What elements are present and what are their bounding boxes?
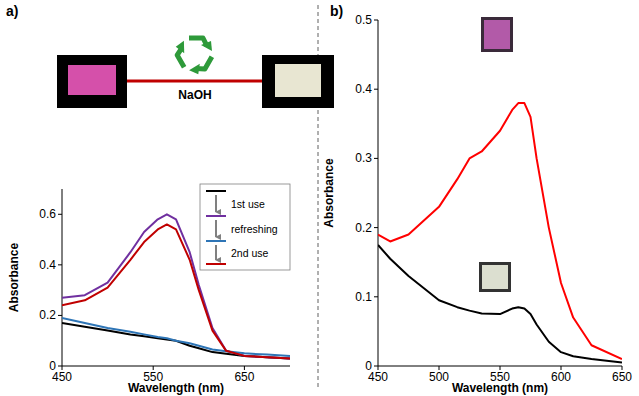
y-tick (374, 158, 378, 159)
y-axis-label: Absorbance (7, 243, 21, 313)
x-tick-label: 450 (52, 370, 72, 384)
panel-a-photos: NaOH (57, 32, 334, 108)
x-tick-label: 600 (551, 370, 571, 384)
legend-frame (200, 184, 290, 270)
panel-label: b) (330, 3, 343, 19)
legend-swatch (206, 263, 226, 265)
plot-lines (378, 103, 622, 363)
photo-before (57, 55, 127, 108)
legend-arrow (215, 195, 217, 212)
icon-bg (173, 32, 217, 76)
y-tick-label: 0.4 (39, 258, 56, 272)
arrow-head (189, 61, 203, 76)
recycle-arrow (189, 50, 212, 76)
y-axis-line (62, 189, 63, 366)
series-line (378, 245, 622, 363)
y-tick-label: 0.2 (39, 308, 56, 322)
arrow-head (175, 41, 189, 56)
reagent-label: NaOH (178, 88, 211, 102)
white-paper (275, 64, 321, 97)
y-tick (374, 227, 378, 228)
recycle-arrow (189, 38, 212, 51)
x-axis-line (62, 366, 290, 367)
x-axis-label: Wavelength (nm) (128, 381, 224, 395)
white-paper (482, 265, 508, 289)
y-axis-line (378, 20, 379, 366)
legend: 1st use refreshing 2nd use (200, 184, 290, 270)
y-tick (374, 89, 378, 90)
panel-0: 00.20.40.6450550650Wavelength (nm)Absorb… (6, 3, 290, 395)
series-line (378, 103, 622, 359)
y-tick-label: 0.4 (355, 82, 372, 96)
legend-swatch (206, 190, 226, 192)
y-tick (58, 366, 62, 367)
x-tick-label: 650 (612, 370, 632, 384)
legend-swatch (206, 215, 226, 217)
photo-after (262, 55, 334, 108)
y-tick-label: 0.1 (355, 290, 372, 304)
pink-paper (68, 65, 116, 95)
x-tick-label: 450 (368, 370, 388, 384)
y-tick (374, 366, 378, 367)
y-tick-label: 0.5 (355, 13, 372, 27)
figure: 00.20.40.6450550650Wavelength (nm)Absorb… (0, 0, 639, 396)
connector (126, 80, 264, 83)
series-line (62, 318, 290, 356)
legend-swatch (206, 240, 226, 242)
y-tick-label: 0.2 (355, 221, 372, 235)
y-axis-label: Absorbance (322, 158, 336, 228)
y-tick-label: 0.3 (355, 151, 372, 165)
arrow-head (201, 41, 212, 51)
y-tick (58, 214, 62, 215)
y-tick (374, 296, 378, 297)
y-tick (58, 315, 62, 316)
y-tick (374, 20, 378, 21)
inset-after (479, 262, 511, 292)
x-axis-label: Wavelength (nm) (452, 381, 548, 395)
panel-b-photos (479, 17, 513, 292)
legend-step-label: 2nd use (231, 247, 269, 259)
y-tick (58, 264, 62, 265)
x-tick-label: 500 (429, 370, 449, 384)
legend-arrow (215, 220, 217, 237)
recycle-arrow (173, 41, 196, 67)
recycle-icon (173, 32, 217, 77)
legend-step-label: 1st use (231, 198, 265, 210)
legend-arrow (215, 245, 217, 260)
inset-before (481, 17, 513, 52)
pink-paper (484, 20, 510, 49)
panel-label: a) (6, 3, 18, 19)
panel-1: 00.10.20.30.40.5450500550600650Wavelengt… (322, 3, 632, 395)
y-tick-label: 0.6 (39, 207, 56, 221)
x-tick-label: 650 (234, 370, 254, 384)
legend-step-label: refreshing (231, 223, 278, 235)
